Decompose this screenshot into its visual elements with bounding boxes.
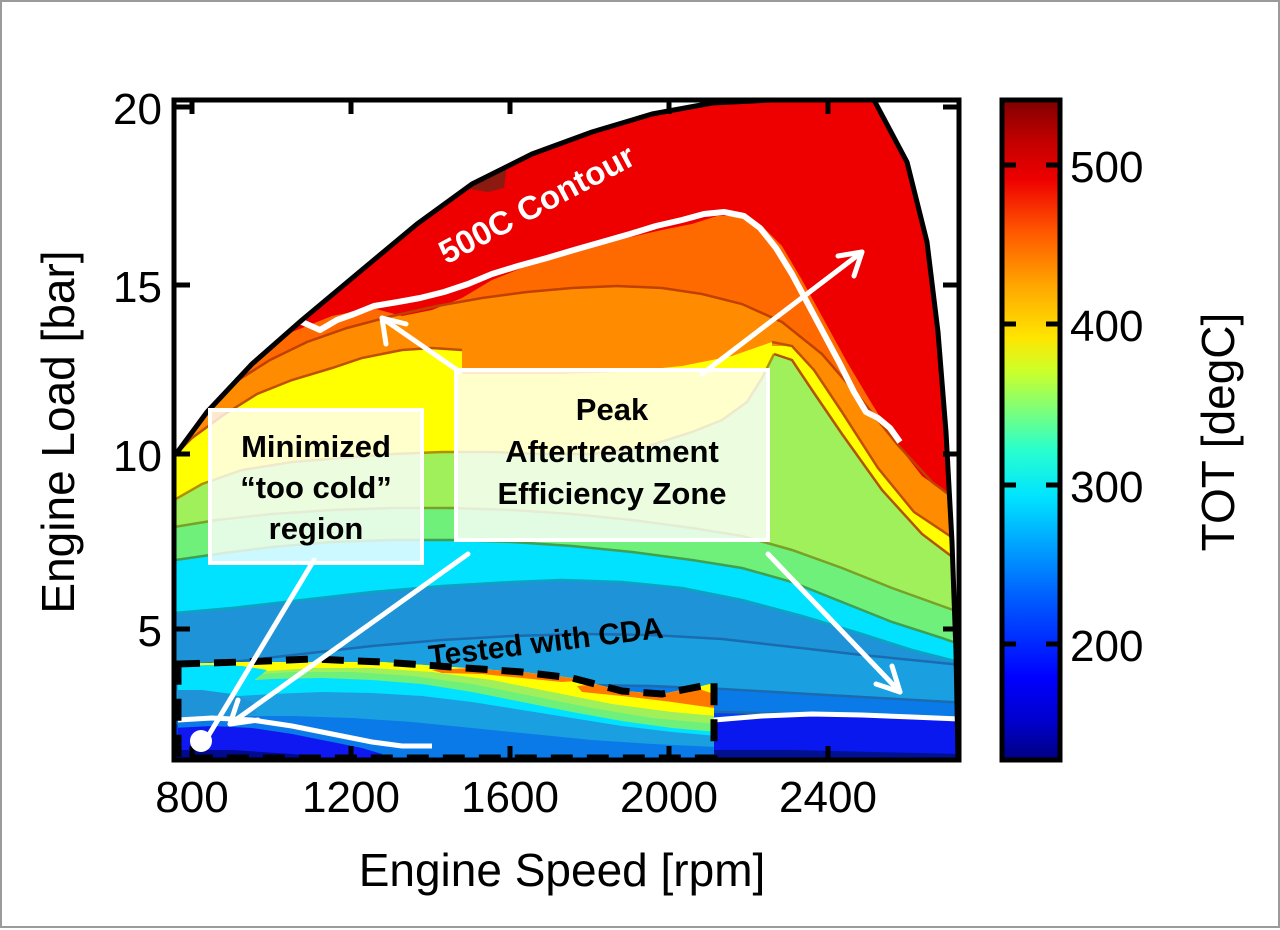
y-tick-label-20: 20 — [113, 85, 162, 134]
cda-band-orange — [432, 668, 714, 708]
cda-band-navy — [178, 750, 332, 758]
y-axis-title: Engine Load [bar] — [32, 250, 84, 613]
right-low-load-group — [714, 714, 959, 760]
x-tick-label-1600: 1600 — [461, 773, 559, 822]
too-cold-line-3: region — [269, 511, 364, 546]
colorbar-ticks — [1002, 162, 1060, 647]
annotation-box-peak-zone: Peak Aftertreatment Efficiency Zone — [454, 368, 770, 542]
too-cold-line-2: “too cold” — [240, 470, 392, 505]
peak-zone-line-3: Efficiency Zone — [497, 476, 726, 511]
peak-zone-line-2: Aftertreatment — [505, 434, 719, 469]
colorbar-tick-label-400: 400 — [1070, 302, 1143, 351]
colorbar-tick-label-500: 500 — [1070, 143, 1143, 192]
white-500c-contour-line — [200, 209, 903, 444]
x-tick-label-2000: 2000 — [620, 773, 718, 822]
peak-zone-line-1: Peak — [576, 392, 649, 427]
annotation-box-too-cold: Minimized “too cold” region — [208, 408, 424, 565]
torque-curve-boundary — [173, 97, 961, 759]
colorbar-tick-label-200: 200 — [1070, 622, 1143, 671]
colorbar-tick-label-300: 300 — [1070, 463, 1143, 512]
too-cold-box-background — [208, 408, 424, 565]
x-tick-label-1200: 1200 — [302, 773, 400, 822]
colorbar-title: TOT [degC] — [1192, 313, 1244, 552]
right-navy-region — [714, 750, 959, 760]
too-cold-line-1: Minimized — [241, 429, 391, 464]
annotation-leader-lines — [204, 249, 903, 741]
peak-zone-box-background — [454, 368, 770, 542]
y-axis-ticks — [174, 104, 959, 632]
y-tick-label-15: 15 — [113, 263, 162, 312]
colorbar-gradient — [999, 97, 1063, 763]
y-tick-label-5: 5 — [138, 607, 162, 656]
x-tick-label-2400: 2400 — [779, 773, 877, 822]
x-tick-label-800: 800 — [155, 773, 228, 822]
low-load-marker-dot — [190, 730, 212, 752]
y-tick-label-10: 10 — [113, 432, 162, 481]
x-axis-title: Engine Speed [rpm] — [359, 844, 766, 896]
